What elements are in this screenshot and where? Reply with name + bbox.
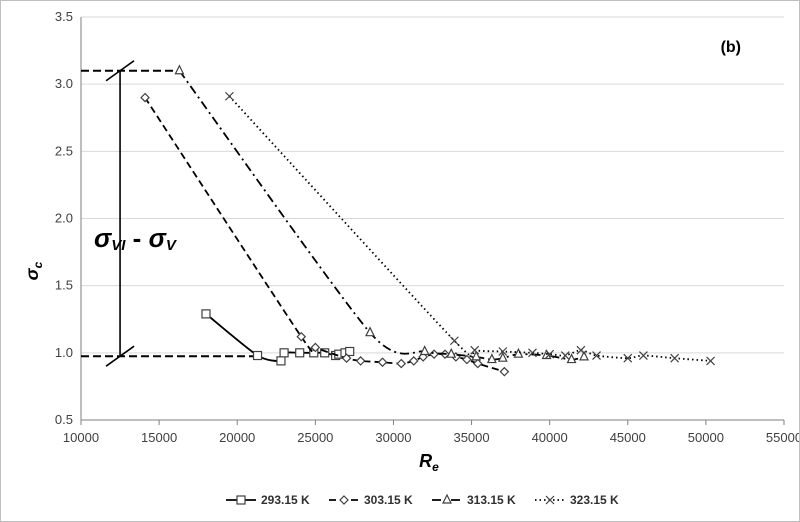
legend-marker [236, 495, 246, 505]
x-axis-title: Re [419, 451, 439, 474]
series-293-15-K [201, 309, 355, 366]
data-point [592, 351, 601, 360]
legend-label: 313.15 K [467, 493, 516, 507]
data-point [638, 351, 648, 360]
data-point [576, 345, 586, 355]
series-303-15-K [140, 92, 510, 377]
data-point [446, 347, 457, 358]
grid-lines [81, 16, 784, 354]
data-point [201, 309, 211, 319]
axes [80, 17, 785, 425]
data-point [377, 357, 388, 368]
series-323-15-K [224, 91, 716, 366]
data-point [310, 342, 321, 353]
data-point [396, 358, 407, 369]
y-tick-label: 0.5 [55, 412, 73, 427]
data-point [140, 92, 150, 103]
data-point [174, 64, 185, 75]
data-point [429, 349, 439, 360]
y-tick-label: 3.0 [55, 76, 73, 91]
data-point [252, 350, 263, 361]
data-point [419, 345, 430, 356]
data-point [408, 356, 419, 366]
data-point [462, 354, 472, 365]
data-point [470, 345, 480, 355]
data-point [499, 366, 510, 377]
data-point [341, 353, 352, 364]
annotation-label: σVI - σV [94, 223, 178, 254]
x-tick-label: 45000 [610, 430, 646, 445]
data-point [560, 351, 570, 360]
data-point [471, 350, 482, 361]
data-point [355, 356, 366, 366]
data-point [670, 353, 680, 363]
legend-label: 323.15 K [570, 493, 619, 507]
data-point [528, 348, 537, 358]
x-tick-label: 15000 [141, 430, 177, 445]
data-point [345, 346, 355, 357]
data-point [276, 356, 286, 366]
data-point [513, 347, 524, 358]
data-point [224, 91, 234, 101]
series-line [178, 70, 585, 361]
legend-label: 303.15 K [364, 493, 413, 507]
series-layer [140, 64, 716, 377]
bracket-bottom-tick [105, 345, 135, 367]
data-point [498, 347, 508, 356]
x-tick-label: 35000 [453, 430, 489, 445]
data-point [320, 348, 330, 358]
legend: 293.15 K 303.15 K 313.15 K 323.15 K [226, 493, 619, 507]
data-point [623, 353, 633, 363]
y-tick-label: 3.5 [55, 9, 73, 24]
data-point [706, 356, 716, 366]
panel-label: (b) [721, 39, 741, 56]
legend-label: 293.15 K [261, 493, 310, 507]
series-line [228, 95, 711, 362]
legend-marker [442, 493, 452, 504]
x-tick-label: 50000 [688, 430, 724, 445]
annotation-bracket [81, 60, 258, 367]
y-tick-label: 1.5 [55, 278, 73, 293]
data-point [497, 351, 508, 362]
legend-marker [545, 495, 555, 505]
y-tick-label: 2.5 [55, 143, 73, 158]
series-line [144, 97, 505, 373]
data-point [296, 331, 307, 342]
x-tick-label: 30000 [375, 430, 411, 445]
series-313-15-K [174, 64, 590, 364]
x-tick-label: 10000 [63, 430, 99, 445]
data-point [449, 336, 459, 346]
y-tick-label: 1.0 [55, 345, 73, 360]
x-tick-label: 40000 [532, 430, 568, 445]
data-point [295, 348, 305, 358]
x-tick-label: 20000 [219, 430, 255, 445]
legend-marker [339, 495, 349, 505]
data-point [279, 348, 289, 358]
x-tick-label: 25000 [297, 430, 333, 445]
bracket-top-tick [105, 60, 135, 82]
data-point [486, 353, 497, 364]
data-point [472, 358, 483, 369]
y-tick-label: 2.0 [55, 211, 73, 226]
y-axis-title: σc [22, 261, 45, 280]
data-point [365, 326, 375, 337]
data-point [566, 353, 577, 364]
x-tick-label: 55000 [766, 430, 800, 445]
data-point [545, 349, 555, 359]
tick-labels: 0.5 1.0 1.5 2.0 2.5 3.0 3.5 10000 15000 20000 2500… [55, 9, 800, 445]
data-point [579, 350, 590, 361]
